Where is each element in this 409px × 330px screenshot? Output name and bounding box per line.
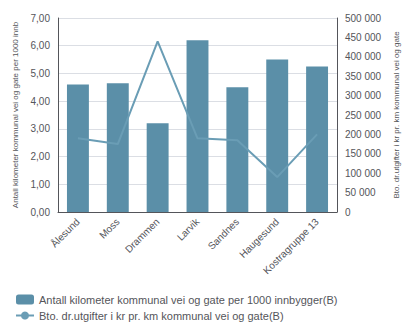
svg-text:Moss: Moss [97, 216, 122, 241]
svg-text:Bto. dr.utgifter i kr pr. km k: Bto. dr.utgifter i kr pr. km kommunal ve… [39, 310, 284, 322]
svg-text:1,00: 1,00 [31, 179, 51, 190]
svg-text:7,00: 7,00 [31, 13, 51, 24]
svg-text:Kostragruppe 13: Kostragruppe 13 [261, 216, 321, 276]
svg-text:350 000: 350 000 [345, 71, 382, 82]
svg-text:50 000: 50 000 [345, 187, 376, 198]
svg-text:200 000: 200 000 [345, 129, 382, 140]
svg-text:5,00: 5,00 [31, 68, 51, 79]
svg-text:0,00: 0,00 [31, 207, 51, 218]
svg-text:3,00: 3,00 [31, 123, 51, 134]
svg-text:450 000: 450 000 [345, 32, 382, 43]
svg-text:500 000: 500 000 [345, 13, 382, 24]
svg-text:250 000: 250 000 [345, 110, 382, 121]
svg-text:Drammen: Drammen [123, 216, 162, 255]
svg-text:Sandnes: Sandnes [206, 216, 242, 252]
svg-text:100 000: 100 000 [345, 168, 382, 179]
svg-text:Antall kilometer kommunal vei: Antall kilometer kommunal vei og gate pe… [39, 294, 337, 306]
svg-text:Bto. dr.utgifter i kr pr. km k: Bto. dr.utgifter i kr pr. km kommunal ve… [392, 31, 401, 199]
svg-text:2,00: 2,00 [31, 151, 51, 162]
svg-text:Ålesund: Ålesund [48, 215, 82, 249]
svg-text:300 000: 300 000 [345, 90, 382, 101]
svg-text:0: 0 [345, 207, 351, 218]
svg-text:Antall kilometer kommunal vei: Antall kilometer kommunal vei og gate pe… [11, 21, 20, 208]
svg-text:400 000: 400 000 [345, 51, 382, 62]
svg-text:150 000: 150 000 [345, 148, 382, 159]
svg-text:Larvik: Larvik [175, 216, 202, 243]
svg-text:Haugesund: Haugesund [237, 216, 282, 260]
svg-text:4,00: 4,00 [31, 96, 51, 107]
svg-text:6,00: 6,00 [31, 40, 51, 51]
